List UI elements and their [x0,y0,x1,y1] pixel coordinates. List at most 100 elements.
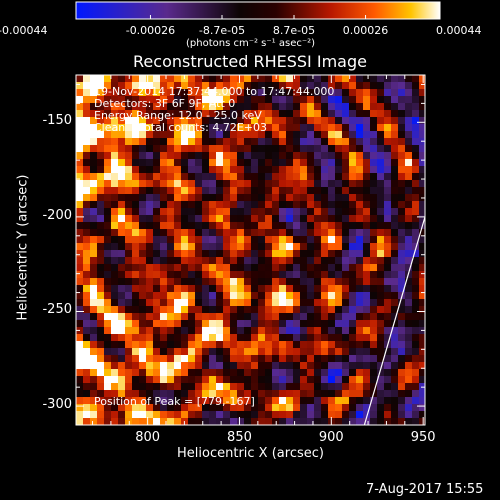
heatmap-pixel [258,341,266,349]
heatmap-pixel [272,201,280,209]
heatmap-pixel [370,201,378,209]
heatmap-pixel [125,257,133,265]
heatmap-pixel [412,313,420,321]
heatmap-pixel [419,271,425,279]
heatmap-pixel [370,145,378,153]
heatmap-pixel [321,411,329,419]
heatmap-pixel [181,250,189,258]
heatmap-pixel [279,194,287,202]
heatmap-pixel [335,278,343,286]
heatmap-pixel [251,103,259,111]
heatmap-pixel [349,341,357,349]
heatmap-pixel [202,383,210,391]
heatmap-pixel [363,215,371,223]
heatmap-pixel [412,103,420,111]
heatmap-pixel [97,334,105,342]
heatmap-pixel [90,271,98,279]
heatmap-pixel [258,348,266,356]
heatmap-pixel [97,131,105,139]
heatmap-pixel [314,138,322,146]
heatmap-pixel [146,110,154,118]
heatmap-pixel [202,243,210,251]
axis-ticks [76,75,425,426]
heatmap-pixel [90,236,98,244]
heatmap-pixel [335,404,343,412]
heatmap-pixel [335,229,343,237]
heatmap-pixel [230,376,238,384]
heatmap-pixel [279,89,287,97]
heatmap-pixel [328,320,336,328]
heatmap-pixel [286,215,294,223]
heatmap-pixel [160,194,168,202]
heatmap-pixel [328,285,336,293]
heatmap-pixel [328,96,336,104]
heatmap-pixel [160,264,168,272]
heatmap-pixel [230,250,238,258]
heatmap-pixel [300,355,308,363]
heatmap-pixel [419,173,425,181]
heatmap-pixel [314,341,322,349]
heatmap-pixel [125,145,133,153]
heatmap-pixel [363,355,371,363]
heatmap-pixel [300,145,308,153]
heatmap-pixel [174,187,182,195]
heatmap-pixel [398,222,406,230]
heatmap-pixel [258,124,266,132]
heatmap-pixel [251,278,259,286]
heatmap-pixel [321,327,329,335]
heatmap-pixel [384,145,392,153]
heatmap-image [76,75,425,425]
heatmap-pixel [321,215,329,223]
heatmap-pixel [300,166,308,174]
heatmap-pixel [293,404,301,412]
heatmap-pixel [153,257,161,265]
heatmap-pixel [279,313,287,321]
heatmap-pixel [251,250,259,258]
heatmap-pixel [153,411,161,419]
heatmap-pixel [405,411,413,419]
heatmap-pixel [237,397,245,405]
heatmap-pixel [139,222,147,230]
heatmap-pixel [146,334,154,342]
heatmap-pixel [258,166,266,174]
heatmap-pixel [342,411,350,419]
heatmap-pixel [181,208,189,216]
heatmap-pixel [412,383,420,391]
heatmap-pixel [314,250,322,258]
heatmap-pixel [286,250,294,258]
heatmap-pixel [342,131,350,139]
heatmap-pixel [188,271,196,279]
heatmap-pixel [391,96,399,104]
heatmap-pixel [328,397,336,405]
heatmap-pixel [139,285,147,293]
heatmap-pixel [167,117,175,125]
heatmap-pixel [104,257,112,265]
heatmap-pixel [167,257,175,265]
heatmap-pixel [153,369,161,377]
heatmap-pixel [258,299,266,307]
heatmap-pixel [230,292,238,300]
heatmap-pixel [300,271,308,279]
heatmap-pixel [167,229,175,237]
heatmap-pixel [153,320,161,328]
heatmap-pixel [321,194,329,202]
heatmap-pixel [321,131,329,139]
heatmap-pixel [167,159,175,167]
heatmap-pixel [118,89,126,97]
heatmap-pixel [328,404,336,412]
heatmap-pixel [398,89,406,97]
heatmap-pixel [216,257,224,265]
heatmap-pixel [370,208,378,216]
heatmap-pixel [76,250,84,258]
heatmap-pixel [391,215,399,223]
heatmap-pixel [377,411,385,419]
heatmap-pixel [160,348,168,356]
heatmap-pixel [272,131,280,139]
heatmap-pixel [181,348,189,356]
heatmap-pixel [195,201,203,209]
heatmap-pixel [97,75,105,83]
heatmap-pixel [195,390,203,398]
heatmap-pixel [349,334,357,342]
heatmap-pixel [153,306,161,314]
heatmap-pixel [251,418,259,425]
